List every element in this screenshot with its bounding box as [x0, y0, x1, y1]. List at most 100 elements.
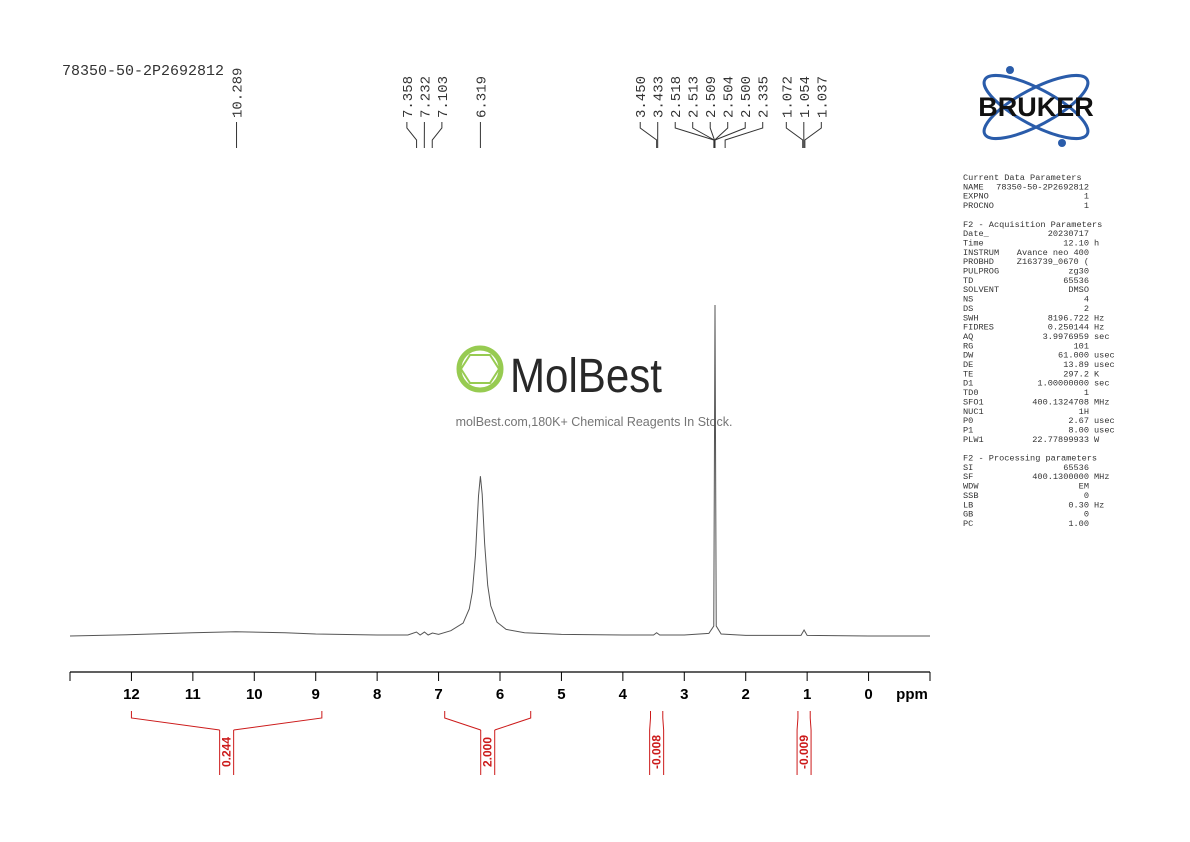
parameter-key: DW: [963, 351, 974, 361]
x-tick-label: 10: [246, 686, 263, 703]
parameter-key: SI: [963, 463, 973, 473]
parameter-value: 0.250144: [1048, 323, 1089, 333]
integral-label: 2.000: [481, 737, 495, 767]
peak-tie: [431, 122, 443, 148]
parameter-key: SWH: [963, 313, 978, 323]
integral-bracket: [796, 711, 812, 731]
parameter-value: 0: [1084, 491, 1089, 501]
peak-label: 3.433: [652, 76, 668, 118]
parameter-value: Avance neo 400: [1017, 248, 1089, 258]
watermark-brand: MolBest: [510, 350, 662, 403]
x-tick-label: 0: [864, 686, 872, 703]
parameter-value: EM: [1079, 482, 1089, 492]
parameter-value: 2: [1084, 304, 1089, 314]
parameter-value: 1.00: [1068, 519, 1089, 529]
integral-label: 0.244: [220, 737, 234, 767]
parameter-unit: K: [1094, 369, 1100, 379]
parameter-key: GB: [963, 510, 973, 520]
parameter-key: WDW: [963, 482, 979, 492]
parameter-unit: Hz: [1094, 323, 1104, 333]
parameter-key: DS: [963, 304, 973, 314]
parameter-key: PROBHD: [963, 257, 994, 267]
parameter-value: 4: [1084, 295, 1089, 305]
parameter-key: TE: [963, 369, 973, 379]
peak-label: 1.072: [780, 76, 796, 118]
peak-label: 1.054: [798, 76, 814, 118]
parameter-key: LB: [963, 500, 973, 510]
integral-bracket: [130, 711, 323, 731]
parameter-value: 8196.722: [1048, 313, 1089, 323]
parameter-unit: Hz: [1094, 313, 1104, 323]
parameter-value: 8.00: [1068, 425, 1089, 435]
parameter-value: 65536: [1063, 276, 1089, 286]
parameter-value: 20230717: [1048, 229, 1089, 239]
parameter-key: NAME: [963, 182, 984, 192]
parameter-key: Date_: [963, 229, 990, 239]
parameter-key: TD: [963, 276, 973, 286]
parameter-key: P0: [963, 416, 973, 426]
parameter-key: D1: [963, 379, 973, 389]
parameter-value: 297.2: [1063, 369, 1089, 379]
parameter-key: INSTRUM: [963, 248, 999, 258]
x-tick-label: 2: [742, 686, 750, 703]
peak-tie: [639, 122, 658, 148]
parameter-value: 12.10: [1063, 238, 1089, 248]
parameter-value: 22.77899933: [1032, 435, 1089, 445]
parameter-key: RG: [963, 341, 973, 351]
peak-label: 10.289: [231, 68, 247, 118]
peak-label: 2.518: [669, 76, 685, 118]
parameter-key: EXPNO: [963, 192, 989, 202]
parameter-section-title: Current Data Parameters: [963, 173, 1082, 183]
peak-label: 7.232: [418, 76, 434, 118]
x-tick-label: 3: [680, 686, 688, 703]
parameter-key: SFO1: [963, 397, 984, 407]
parameter-value: 1: [1084, 388, 1089, 398]
parameter-key: PROCNO: [963, 201, 994, 211]
integral-bracket: [444, 711, 532, 731]
x-tick-label: 12: [123, 686, 140, 703]
peak-label: 2.500: [739, 76, 755, 118]
parameter-key: PLW1: [963, 435, 984, 445]
parameter-value: 78350-50-2P2692812: [996, 182, 1089, 192]
parameter-key: PC: [963, 519, 973, 529]
x-tick-label: 11: [185, 686, 201, 703]
bruker-logo: BRUKER: [978, 66, 1094, 147]
parameter-key: SF: [963, 472, 973, 482]
parameter-key: NUC1: [963, 407, 984, 417]
parameter-unit: W: [1094, 435, 1100, 445]
parameter-unit: usec: [1094, 425, 1115, 435]
parameter-unit: usec: [1094, 360, 1115, 370]
parameter-key: NS: [963, 295, 973, 305]
peak-tie: [714, 122, 746, 148]
peak-label: 3.450: [634, 76, 650, 118]
parameter-value: 1: [1084, 192, 1089, 202]
parameter-key: DE: [963, 360, 973, 370]
parameter-key: SOLVENT: [963, 285, 999, 295]
parameter-key: P1: [963, 425, 973, 435]
peak-label: 6.319: [474, 76, 490, 118]
watermark-tagline: molBest.com,180K+ Chemical Reagents In S…: [456, 415, 733, 429]
parameter-unit: sec: [1094, 332, 1109, 342]
parameter-value: zg30: [1068, 267, 1089, 277]
x-tick-label: 8: [373, 686, 381, 703]
parameter-unit: MHz: [1094, 472, 1109, 482]
sample-title: 78350-50-2P2692812: [62, 63, 224, 80]
parameter-unit: usec: [1094, 416, 1115, 426]
spectrum-line: [69, 304, 930, 637]
integral-bracket: [649, 711, 665, 731]
parameter-value: 1H: [1079, 407, 1089, 417]
peak-label: 7.103: [436, 76, 452, 118]
peak-label: 2.504: [722, 76, 738, 118]
peak-tie: [674, 122, 715, 148]
parameter-value: 400.1300000: [1032, 472, 1089, 482]
x-axis-label: ppm: [896, 686, 928, 703]
parameter-value: 0: [1084, 510, 1089, 520]
parameter-section-title: F2 - Processing parameters: [963, 454, 1097, 464]
parameter-key: AQ: [963, 332, 973, 342]
peak-tie: [406, 122, 418, 148]
parameter-unit: usec: [1094, 351, 1115, 361]
parameter-unit: Hz: [1094, 500, 1104, 510]
parameter-key: Time: [963, 238, 984, 248]
